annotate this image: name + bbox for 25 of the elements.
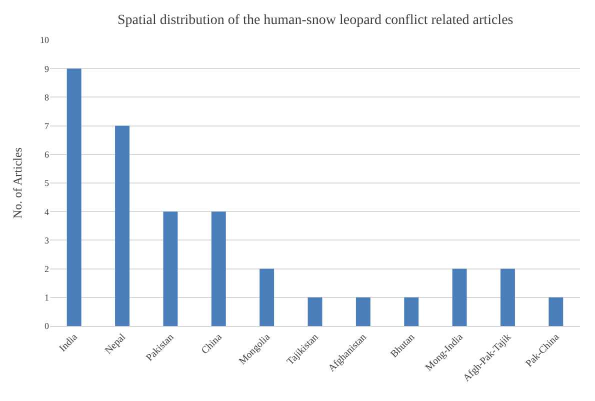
bar xyxy=(404,297,419,326)
bar xyxy=(260,268,274,326)
y-tick-label: 4 xyxy=(44,206,50,217)
y-tick-label: 2 xyxy=(44,264,49,274)
bar xyxy=(115,126,130,326)
y-tick-label: 5 xyxy=(44,178,50,188)
y-axis-title: No. of Articles xyxy=(10,147,24,218)
chart-title: Spatial distribution of the human-snow leopard conflict related articles xyxy=(117,12,514,28)
bar xyxy=(548,297,564,326)
bar xyxy=(163,212,178,326)
bar xyxy=(211,212,226,326)
y-tick-label: 6 xyxy=(44,150,50,160)
y-tick-label: 1 xyxy=(44,292,49,303)
bar xyxy=(308,297,322,326)
x-tick-label: India xyxy=(57,331,80,354)
y-tick-label: 0 xyxy=(44,321,50,332)
y-tick-label: 3 xyxy=(44,235,50,246)
bar xyxy=(452,268,467,326)
bar xyxy=(500,268,515,326)
bar xyxy=(66,68,82,326)
bar xyxy=(356,297,370,326)
y-tick-label: 9 xyxy=(44,64,50,74)
y-tick-label: 8 xyxy=(44,92,50,102)
y-tick-label: 10 xyxy=(40,35,50,46)
y-tick-label: 7 xyxy=(44,120,50,131)
